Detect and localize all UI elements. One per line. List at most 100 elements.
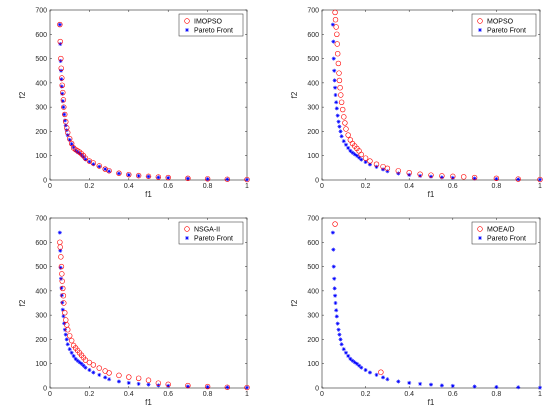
legend: MOEA/D Pareto Front	[471, 221, 537, 245]
y-tick-label: 100	[35, 361, 47, 368]
data-point-circle	[64, 322, 70, 328]
x-tick-label: 0.8	[492, 391, 502, 398]
data-point-circle	[244, 384, 250, 391]
data-point-star	[337, 332, 342, 337]
data-point-star	[418, 381, 423, 386]
data-point-star	[75, 358, 80, 363]
legend: MOPSO Pareto Front	[471, 13, 537, 37]
data-point-circle	[461, 174, 467, 180]
x-tick-label: 0.2	[361, 391, 371, 398]
data-point-circle	[185, 175, 191, 182]
data-point-circle	[62, 111, 68, 118]
legend: IMOPSO Pareto Front	[178, 13, 244, 37]
data-point-star	[60, 91, 65, 96]
data-point-circle	[57, 239, 63, 245]
legend-marker-star	[478, 28, 482, 32]
series-pareto-front	[57, 22, 249, 182]
data-point-star	[107, 377, 112, 382]
data-point-circle	[66, 136, 73, 142]
legend-entry-label: MOEA/D	[487, 227, 515, 234]
y-tick-label: 300	[35, 313, 47, 320]
data-point-star	[77, 360, 82, 365]
data-point-star	[354, 361, 359, 366]
data-point-star	[346, 145, 351, 150]
legend-marker-star	[478, 236, 482, 240]
data-point-circle	[59, 271, 65, 277]
data-point-circle	[417, 171, 423, 177]
data-point-circle	[70, 145, 77, 151]
data-point-circle	[65, 129, 71, 136]
data-point-circle	[145, 377, 152, 383]
data-point-circle	[337, 85, 343, 91]
data-point-star	[59, 276, 64, 281]
data-point-circle	[515, 176, 521, 182]
data-point-star	[58, 248, 63, 253]
data-point-circle	[145, 173, 152, 180]
data-point-circle	[347, 137, 354, 143]
data-point-circle	[68, 337, 75, 344]
data-point-circle	[60, 97, 67, 103]
data-point-circle	[65, 327, 71, 333]
y-axis-label: f2	[18, 91, 27, 98]
x-tick-label: 0.4	[404, 183, 414, 190]
data-point-circle	[204, 383, 211, 390]
legend-marker-circle	[184, 18, 190, 24]
data-point-star	[331, 39, 336, 44]
data-point-star	[332, 286, 337, 291]
y-tick-label: 0	[315, 386, 319, 393]
x-tick-label: 0.2	[361, 183, 371, 190]
legend-box	[471, 13, 537, 37]
legend-entry-label: Pareto Front	[194, 236, 233, 243]
data-point-circle	[59, 278, 65, 284]
data-point-star	[367, 370, 372, 375]
y-tick-label: 600	[35, 240, 47, 247]
data-point-star	[367, 162, 372, 167]
x-axis-label: f1	[428, 398, 435, 407]
data-point-star	[357, 363, 362, 368]
chart-panel-2: 0 0.2 0.4 0.6 0.8 1 0 100 200 300 400 500 600 700 f1 f2…	[290, 8, 543, 199]
y-tick-label: 600	[307, 32, 319, 39]
y-tick-label: 400	[307, 80, 319, 87]
data-point-star	[331, 247, 336, 252]
data-point-circle	[493, 175, 500, 182]
data-point-circle	[57, 38, 63, 45]
x-tick-label: 1	[245, 391, 249, 398]
data-point-circle	[90, 362, 97, 368]
y-tick-label: 400	[35, 80, 47, 87]
data-point-circle	[57, 244, 63, 250]
data-point-circle	[384, 165, 391, 172]
data-point-star	[79, 152, 84, 157]
data-point-circle	[61, 300, 67, 306]
chart-panel-3: 0 0.2 0.4 0.6 0.8 1 0 100 200 300 400 500 600 700 f1 f2…	[18, 216, 250, 407]
data-point-star	[333, 93, 338, 97]
legend-marker-star	[185, 28, 189, 32]
x-tick-label: 0.8	[492, 183, 502, 190]
data-point-star	[407, 380, 412, 385]
data-point-star	[374, 372, 379, 377]
data-point-circle	[86, 359, 93, 366]
data-point-star	[73, 356, 78, 361]
data-point-circle	[116, 170, 122, 176]
data-point-circle	[537, 176, 543, 183]
data-point-circle	[62, 310, 68, 316]
data-point-circle	[378, 369, 384, 375]
data-point-star	[166, 175, 171, 180]
legend-box	[178, 13, 244, 37]
data-point-star	[472, 384, 477, 389]
y-tick-label: 500	[307, 264, 319, 271]
data-point-star	[97, 372, 102, 377]
data-point-star	[472, 176, 477, 181]
data-point-star	[59, 285, 64, 290]
data-point-star	[62, 327, 67, 332]
plot-area	[49, 217, 248, 389]
data-point-star	[67, 137, 72, 142]
y-axis-label: f2	[290, 91, 299, 98]
data-point-star	[343, 350, 348, 355]
data-point-star	[59, 77, 64, 82]
data-point-star	[538, 385, 542, 390]
data-point-circle	[155, 380, 162, 386]
data-point-circle	[126, 374, 132, 380]
data-point-circle	[58, 55, 64, 62]
x-tick-label: 0.6	[163, 391, 173, 398]
data-point-star	[348, 148, 353, 153]
